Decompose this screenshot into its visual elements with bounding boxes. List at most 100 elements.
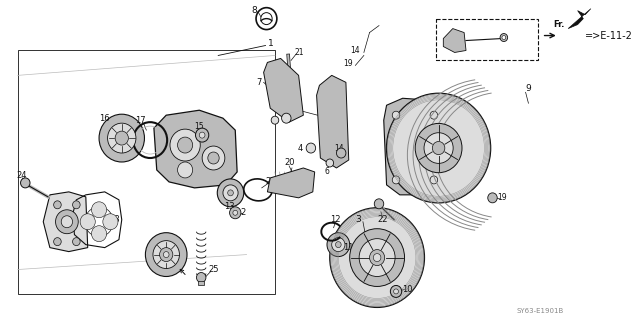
Circle shape [500,34,508,42]
Circle shape [73,201,80,209]
Circle shape [336,148,346,158]
Circle shape [227,190,233,196]
Text: 21: 21 [295,48,304,57]
Circle shape [73,238,80,246]
Text: 12: 12 [330,215,341,224]
Circle shape [433,141,445,155]
Circle shape [208,152,219,164]
Circle shape [326,159,334,167]
Circle shape [271,116,279,124]
Text: 10: 10 [402,285,413,294]
Circle shape [20,178,30,188]
Circle shape [115,131,129,145]
Circle shape [202,146,225,170]
Circle shape [390,285,402,297]
Circle shape [392,176,400,184]
Circle shape [415,124,462,173]
Text: 14: 14 [334,144,344,153]
Text: 19: 19 [278,180,287,189]
Text: 24: 24 [17,172,27,180]
Text: 2: 2 [240,208,245,217]
Circle shape [170,129,200,161]
Circle shape [223,185,238,201]
Circle shape [145,233,187,276]
Polygon shape [443,28,466,52]
Circle shape [336,242,341,248]
Circle shape [178,137,192,153]
Circle shape [160,248,173,261]
Polygon shape [18,51,275,294]
Circle shape [103,214,118,230]
Polygon shape [264,59,303,122]
Text: 6: 6 [324,167,329,176]
Polygon shape [268,168,315,198]
Circle shape [330,208,424,307]
Circle shape [55,210,78,234]
Text: Fr.: Fr. [553,20,564,29]
Circle shape [108,123,136,153]
Circle shape [229,207,241,219]
Circle shape [80,214,96,230]
Text: 17: 17 [135,116,146,125]
Circle shape [430,176,438,184]
Circle shape [92,202,106,218]
Text: 1: 1 [268,39,274,48]
Circle shape [502,36,506,40]
Text: 18: 18 [109,215,120,224]
Circle shape [99,114,145,162]
Circle shape [369,250,385,266]
Polygon shape [383,98,445,195]
Circle shape [392,111,400,119]
Circle shape [233,210,238,215]
Text: 8: 8 [251,6,257,15]
Circle shape [153,241,180,268]
Circle shape [61,216,73,228]
Circle shape [196,128,209,142]
Polygon shape [154,110,237,188]
Text: 11: 11 [343,243,354,252]
Polygon shape [43,192,88,252]
Bar [436,19,538,60]
Circle shape [424,133,453,164]
Text: 25: 25 [208,265,218,274]
Circle shape [178,162,192,178]
Circle shape [394,289,398,294]
Circle shape [282,113,291,123]
Circle shape [163,252,169,258]
Circle shape [373,253,381,261]
Circle shape [196,273,206,283]
Circle shape [199,132,205,138]
Text: SY63-E1901B: SY63-E1901B [516,308,563,314]
Circle shape [387,93,490,203]
Text: 16: 16 [99,114,110,123]
Text: 4: 4 [298,144,303,153]
Text: 13: 13 [224,202,235,211]
Text: 5: 5 [291,104,296,113]
Circle shape [430,111,438,119]
Text: 22: 22 [378,215,388,224]
Circle shape [306,143,316,153]
Polygon shape [317,76,348,168]
Text: =>E-11-2: =>E-11-2 [585,30,633,41]
Circle shape [327,233,350,257]
Text: 19: 19 [497,193,507,202]
Circle shape [350,229,404,286]
Polygon shape [568,9,591,28]
Text: 7: 7 [256,78,262,87]
Circle shape [92,226,106,242]
Bar [198,282,204,285]
Text: 9: 9 [526,84,531,93]
Text: 3: 3 [355,215,361,224]
Text: 15: 15 [194,122,204,131]
Circle shape [375,199,383,209]
Text: 23: 23 [265,177,276,187]
Circle shape [359,239,395,276]
Text: 19: 19 [343,59,353,68]
Text: 20: 20 [284,158,294,167]
Circle shape [54,201,61,209]
Circle shape [332,238,345,252]
Text: 14: 14 [350,46,360,55]
Circle shape [488,193,497,203]
Circle shape [54,238,61,246]
Circle shape [217,179,244,207]
